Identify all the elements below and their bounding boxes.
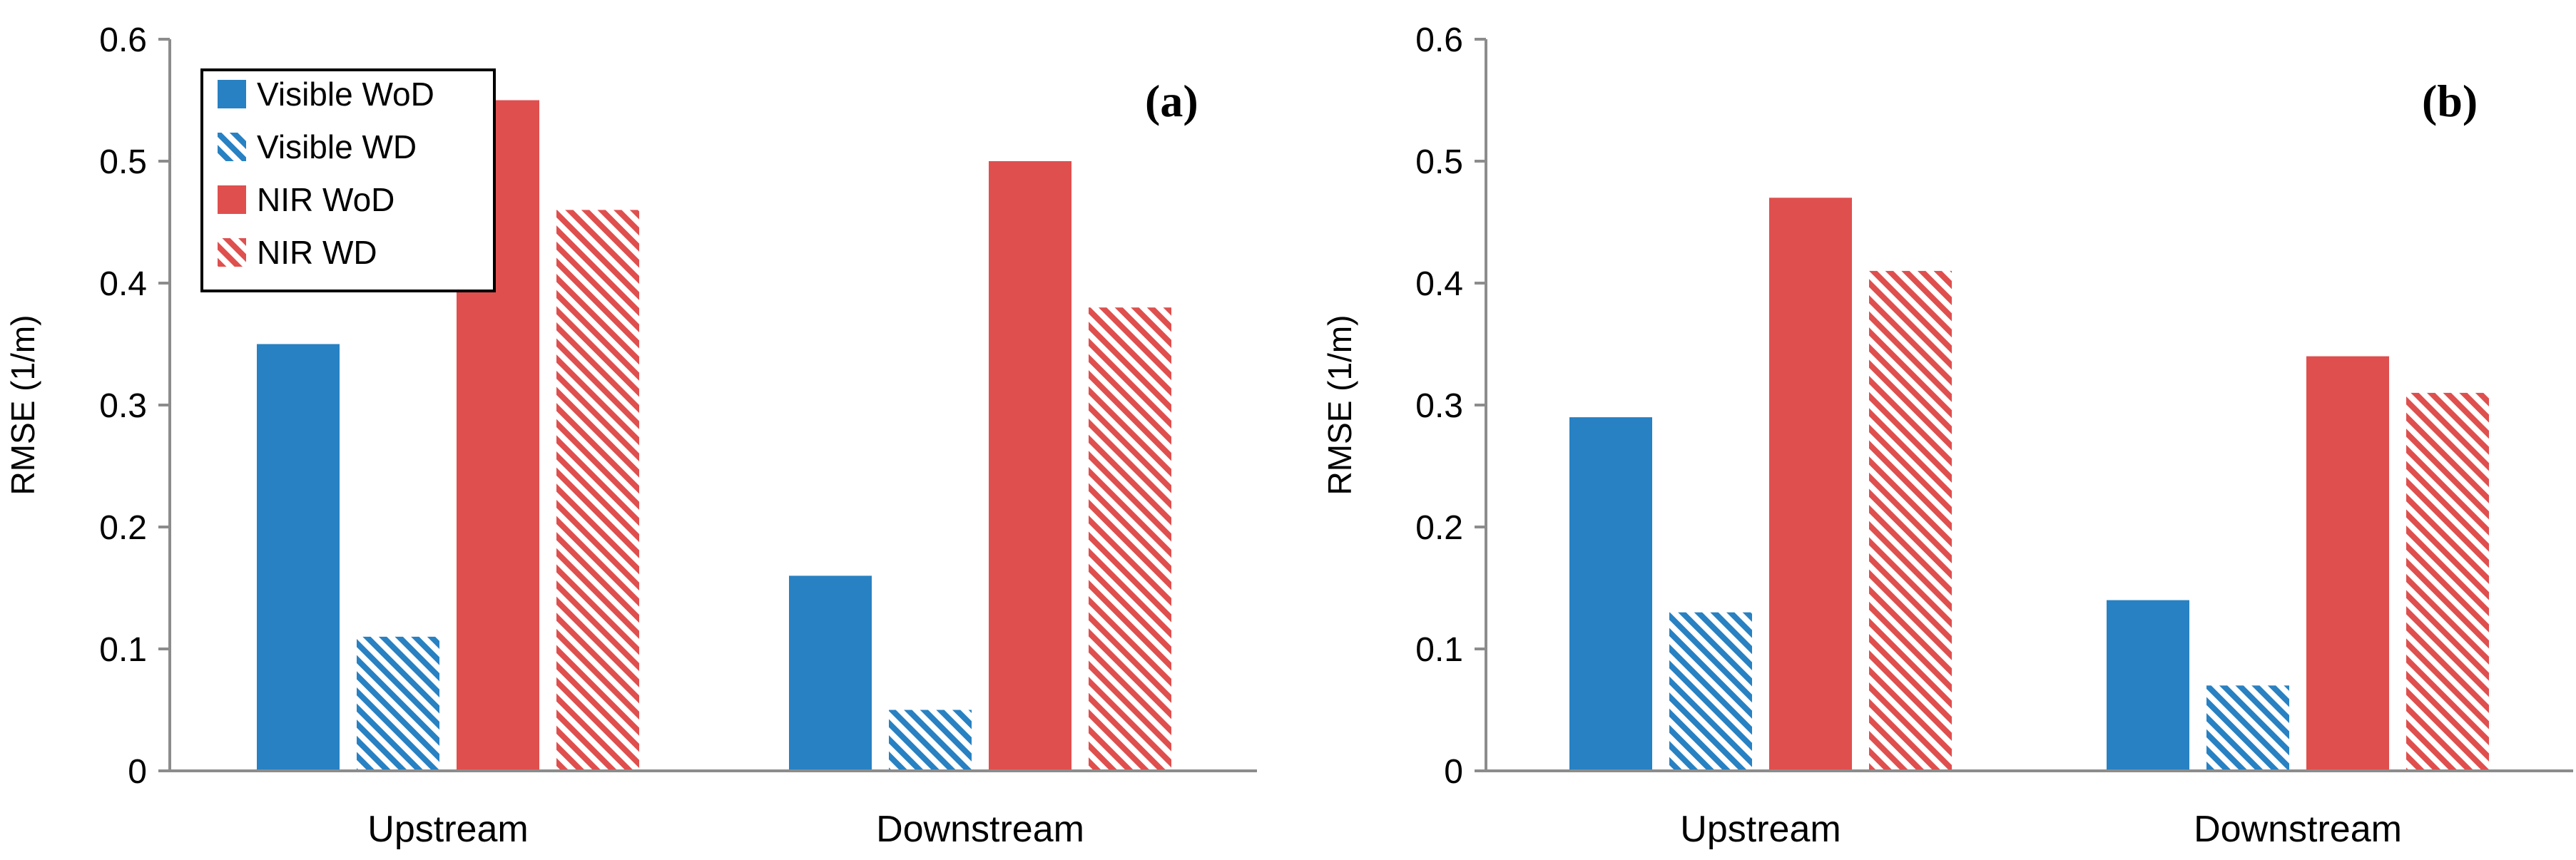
chart-panel-b: 0 0.1 0.2 0.3 0.4 0.5 0.6 RMSE (1/m) Upstream Dow… (1321, 21, 2573, 850)
y-tick-label-b-1: 0.1 (1415, 631, 1463, 669)
x-category-label-b-upstream: Upstream (1680, 809, 1841, 850)
legend-label-visible-wod: Visible WoD (257, 76, 434, 113)
bar-a-visible-wd-upstream (357, 636, 439, 769)
bar-a-nir-wod-downstream (989, 161, 1071, 769)
legend-swatch-visible-wod (218, 80, 246, 108)
legend: Visible WoD Visible WD NIR WoD NIR WD (200, 68, 496, 292)
bar-b-visible-wd-downstream (2206, 685, 2289, 769)
x-category-label-a-downstream: Downstream (876, 809, 1084, 850)
legend-swatch-visible-wd (218, 133, 246, 161)
bar-b-nir-wd-upstream (1869, 270, 1952, 769)
legend-swatch-nir-wod (218, 185, 246, 214)
bar-a-visible-wd-downstream (889, 710, 972, 769)
chart-panel-a: 0 0.1 0.2 0.3 0.4 0.5 0.6 RMSE (1/m) Upstream Dow… (4, 21, 1257, 850)
bar-b-nir-wd-downstream (2406, 392, 2489, 769)
panel-label-b: (b) (2422, 76, 2478, 126)
y-tick-label-a-0: 0 (128, 753, 147, 791)
panel-label-a: (a) (1145, 76, 1198, 126)
y-axis-title-b: RMSE (1/m) (1321, 315, 1358, 496)
y-tick-label-b-5: 0.5 (1415, 143, 1463, 181)
bar-b-visible-wod-upstream (1569, 417, 1652, 769)
y-axis-title-a: RMSE (1/m) (4, 315, 41, 496)
legend-box (200, 68, 496, 292)
bar-b-visible-wd-upstream (1669, 612, 1752, 769)
bar-a-visible-wod-upstream (257, 344, 340, 769)
y-tick-label-a-3: 0.3 (99, 387, 147, 425)
x-category-label-a-upstream: Upstream (367, 809, 528, 850)
bar-a-visible-wod-downstream (789, 575, 872, 769)
legend-label-nir-wd: NIR WD (257, 234, 377, 271)
y-tick-label-b-0: 0 (1444, 753, 1463, 791)
y-tick-label-a-2: 0.2 (99, 509, 147, 547)
y-tick-label-a-4: 0.4 (99, 265, 147, 303)
legend-swatch-nir-wd (218, 238, 246, 267)
bar-a-nir-wd-upstream (556, 210, 639, 769)
bar-a-nir-wd-downstream (1089, 307, 1171, 769)
bar-b-nir-wod-downstream (2306, 356, 2389, 770)
y-tick-label-b-3: 0.3 (1415, 387, 1463, 425)
y-tick-label-a-1: 0.1 (99, 631, 147, 669)
y-tick-label-b-2: 0.2 (1415, 509, 1463, 547)
y-tick-label-a-6: 0.6 (99, 21, 147, 59)
y-tick-label-b-4: 0.4 (1415, 265, 1463, 303)
y-tick-label-b-6: 0.6 (1415, 21, 1463, 59)
legend-label-visible-wd: Visible WD (257, 128, 417, 165)
legend-label-nir-wod: NIR WoD (257, 181, 394, 218)
x-category-label-b-downstream: Downstream (2194, 809, 2402, 850)
bar-b-visible-wod-downstream (2107, 600, 2189, 769)
bar-b-nir-wod-upstream (1769, 198, 1852, 769)
y-tick-label-a-5: 0.5 (99, 143, 147, 181)
